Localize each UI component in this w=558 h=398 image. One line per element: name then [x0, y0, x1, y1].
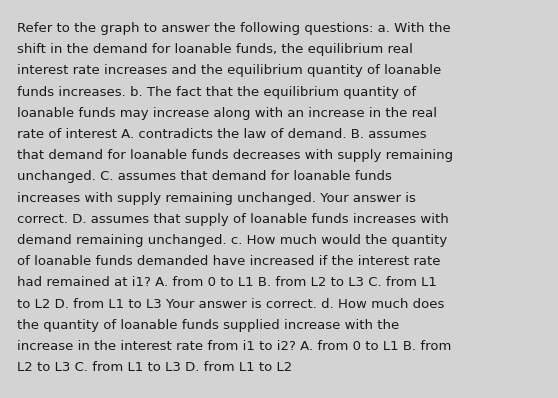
Text: shift in the demand for loanable funds, the equilibrium real: shift in the demand for loanable funds, …	[17, 43, 413, 56]
Text: that demand for loanable funds decreases with supply remaining: that demand for loanable funds decreases…	[17, 149, 453, 162]
Text: interest rate increases and the equilibrium quantity of loanable: interest rate increases and the equilibr…	[17, 64, 441, 77]
Text: funds increases. b. The fact that the equilibrium quantity of: funds increases. b. The fact that the eq…	[17, 86, 416, 99]
Text: rate of interest A. contradicts the law of demand. B. assumes: rate of interest A. contradicts the law …	[17, 128, 427, 141]
Text: loanable funds may increase along with an increase in the real: loanable funds may increase along with a…	[17, 107, 437, 120]
Text: the quantity of loanable funds supplied increase with the: the quantity of loanable funds supplied …	[17, 319, 400, 332]
Text: increases with supply remaining unchanged. Your answer is: increases with supply remaining unchange…	[17, 191, 416, 205]
Text: demand remaining unchanged. c. How much would the quantity: demand remaining unchanged. c. How much …	[17, 234, 448, 247]
Text: increase in the interest rate from i1 to i2​? A. from 0 to L1 B. from: increase in the interest rate from i1 to…	[17, 340, 451, 353]
Text: correct. D. assumes that supply of loanable funds increases with: correct. D. assumes that supply of loana…	[17, 213, 449, 226]
Text: unchanged. C. assumes that demand for loanable funds: unchanged. C. assumes that demand for lo…	[17, 170, 392, 183]
Text: had remained at i1​? A. from 0 to L1 B. from L2 to L3 C. from L1: had remained at i1​? A. from 0 to L1 B. …	[17, 276, 437, 289]
Text: Refer to the graph to answer the following​ questions: a. With the: Refer to the graph to answer the followi…	[17, 22, 451, 35]
Text: L2 to L3 C. from L1 to L3 D. from L1 to L2: L2 to L3 C. from L1 to L3 D. from L1 to …	[17, 361, 292, 374]
Text: of loanable funds demanded have increased if the interest rate: of loanable funds demanded have increase…	[17, 255, 440, 268]
Text: to L2 D. from L1 to L3 Your answer is correct. d. How much does: to L2 D. from L1 to L3 Your answer is co…	[17, 298, 444, 310]
